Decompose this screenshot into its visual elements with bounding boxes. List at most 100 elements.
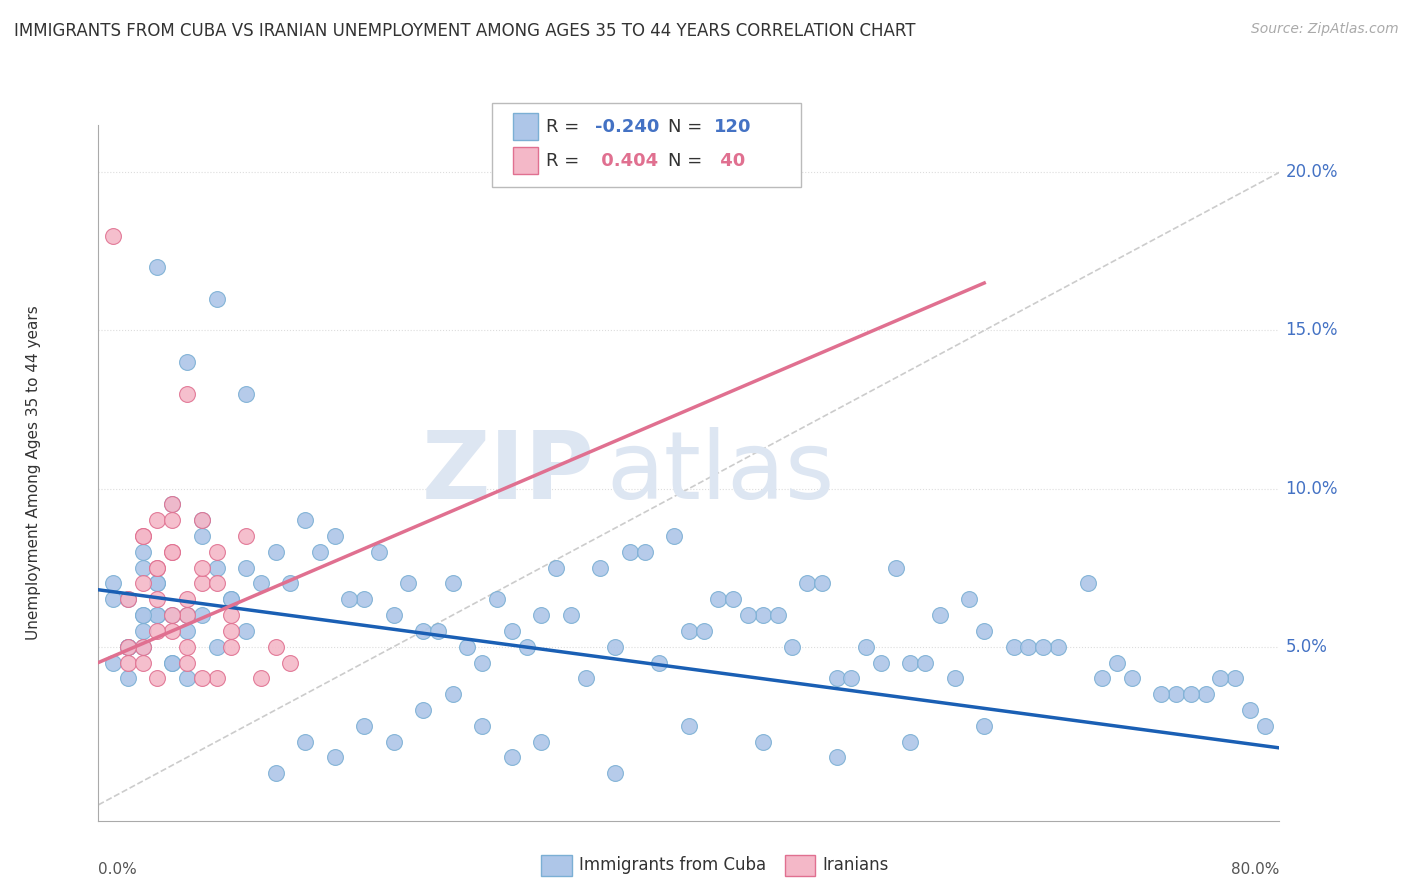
Point (1223, 671, 1246, 685)
Point (353, 592, 375, 607)
Point (176, 640, 198, 654)
Point (1164, 687, 1187, 701)
Point (176, 608, 198, 623)
Point (191, 608, 214, 623)
Point (959, 592, 981, 607)
Point (737, 608, 759, 623)
Point (176, 624, 198, 638)
Point (219, 592, 242, 607)
Point (678, 719, 700, 733)
Point (146, 560, 169, 574)
Point (132, 545, 155, 559)
Point (323, 750, 346, 764)
Point (176, 355, 198, 369)
Point (191, 529, 214, 543)
Point (456, 640, 478, 654)
Point (796, 576, 818, 591)
Point (412, 703, 434, 717)
Point (176, 671, 198, 685)
Point (396, 576, 419, 591)
Text: 80.0%: 80.0% (1232, 863, 1279, 878)
Point (825, 671, 848, 685)
Point (486, 592, 509, 607)
Point (132, 640, 155, 654)
Point (103, 592, 125, 607)
Point (884, 560, 907, 574)
Point (176, 656, 198, 670)
Point (337, 592, 360, 607)
Point (264, 766, 287, 780)
Point (441, 687, 464, 701)
Point (219, 608, 242, 623)
Point (176, 386, 198, 401)
Point (132, 560, 155, 574)
Text: 120: 120 (714, 118, 752, 136)
Point (235, 386, 257, 401)
Point (1091, 671, 1114, 685)
Point (132, 608, 155, 623)
Point (132, 529, 155, 543)
Point (501, 750, 523, 764)
Point (368, 545, 391, 559)
Point (162, 545, 183, 559)
Point (721, 592, 744, 607)
Point (1239, 703, 1261, 717)
Text: Iranians: Iranians (823, 856, 889, 874)
Point (1121, 671, 1143, 685)
Point (928, 608, 950, 623)
Point (294, 734, 316, 748)
Point (219, 624, 242, 638)
Text: R =: R = (546, 152, 585, 169)
Point (146, 513, 169, 527)
Point (619, 545, 641, 559)
Point (427, 624, 450, 638)
Point (162, 545, 183, 559)
Point (117, 640, 139, 654)
Point (117, 640, 139, 654)
Point (278, 656, 302, 670)
Point (353, 719, 375, 733)
Point (530, 608, 553, 623)
Text: 40: 40 (714, 152, 745, 169)
Point (146, 608, 169, 623)
Point (162, 624, 183, 638)
Point (205, 576, 228, 591)
Point (900, 656, 922, 670)
Point (191, 513, 214, 527)
Point (707, 592, 730, 607)
Point (605, 766, 627, 780)
Point (146, 560, 169, 574)
Point (810, 576, 832, 591)
Point (235, 624, 257, 638)
Text: Source: ZipAtlas.com: Source: ZipAtlas.com (1251, 22, 1399, 37)
Text: 0.404: 0.404 (595, 152, 658, 169)
Text: 15.0%: 15.0% (1285, 321, 1339, 340)
Point (117, 592, 139, 607)
Point (146, 576, 169, 591)
Point (132, 576, 155, 591)
Point (382, 734, 405, 748)
Point (574, 671, 596, 685)
Point (235, 529, 257, 543)
Text: Unemployment Among Ages 35 to 44 years: Unemployment Among Ages 35 to 44 years (25, 305, 41, 640)
Point (205, 640, 228, 654)
Point (162, 497, 183, 511)
Text: N =: N = (668, 152, 707, 169)
Point (589, 560, 612, 574)
Text: ZIP: ZIP (422, 426, 595, 519)
Point (191, 560, 214, 574)
Text: Immigrants from Cuba: Immigrants from Cuba (579, 856, 766, 874)
Point (869, 656, 891, 670)
Point (1254, 719, 1277, 733)
Point (1195, 687, 1218, 701)
Text: R =: R = (546, 118, 585, 136)
Point (1209, 671, 1232, 685)
Point (1002, 640, 1025, 654)
Point (205, 560, 228, 574)
Point (176, 608, 198, 623)
Point (191, 671, 214, 685)
Point (162, 513, 183, 527)
Point (117, 640, 139, 654)
Point (412, 624, 434, 638)
Point (515, 640, 537, 654)
